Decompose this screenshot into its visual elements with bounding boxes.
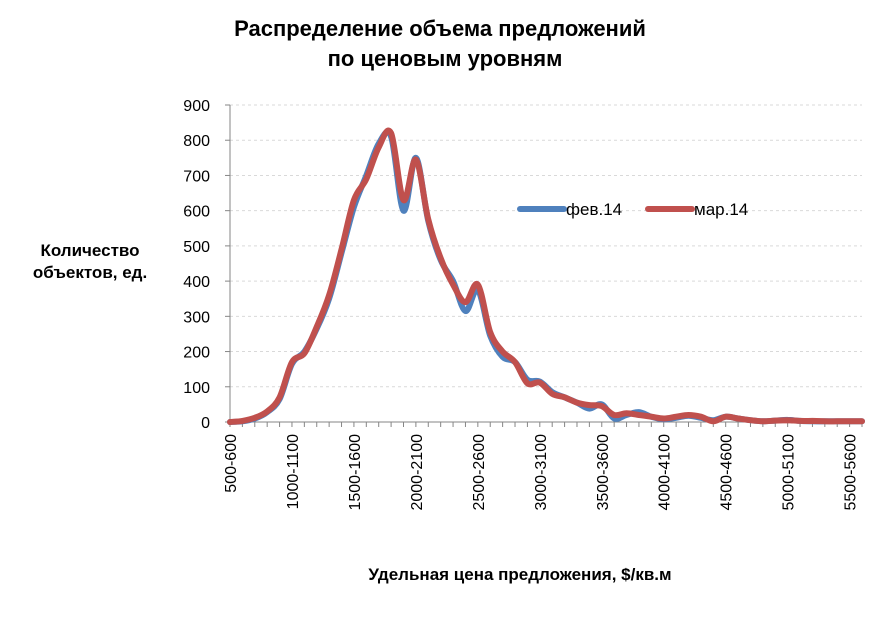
legend-label-1: фев.14 [566, 200, 622, 219]
y-tick-label: 700 [183, 168, 210, 185]
x-tick-label: 1000-1100 [285, 434, 302, 509]
x-axis-title: Удельная цена предложения, $/кв.м [368, 565, 672, 584]
y-tick-label: 600 [183, 204, 210, 221]
y-tick-label: 400 [183, 274, 210, 291]
y-axis-title-line1: Количество [40, 241, 140, 260]
y-tick-label: 900 [183, 98, 210, 115]
legend-label-2: мар.14 [694, 200, 748, 219]
y-tick-label: 500 [183, 239, 210, 256]
chart-title-line2: по ценовым уровням [327, 46, 563, 71]
series-line-2 [227, 127, 865, 425]
y-tick-label: 200 [183, 345, 210, 362]
x-tick-label: 4500-4600 [719, 434, 736, 511]
y-axis-title: Количество объектов, ед. [10, 240, 170, 284]
chart-title-line1: Распределение объема предложений [234, 16, 646, 41]
y-tick-label: 0 [201, 415, 210, 432]
y-tick-label: 100 [183, 380, 210, 397]
x-tick-label: 5000-5100 [781, 434, 798, 511]
x-tick-label: 5500-5600 [843, 434, 860, 511]
series-line-1 [227, 129, 865, 425]
x-tick-label: 500-600 [223, 434, 240, 493]
x-tick-label: 1500-1600 [347, 434, 364, 511]
x-tick-label: 3500-3600 [595, 434, 612, 511]
y-tick-label: 300 [183, 309, 210, 326]
x-tick-label: 4000-4100 [657, 434, 674, 511]
x-tick-label: 2500-2600 [471, 434, 488, 511]
y-axis-title-line2: объектов, ед. [32, 263, 148, 282]
x-tick-label: 2000-2100 [409, 434, 426, 511]
y-tick-label: 800 [183, 133, 210, 150]
x-tick-label: 3000-3100 [533, 434, 550, 511]
